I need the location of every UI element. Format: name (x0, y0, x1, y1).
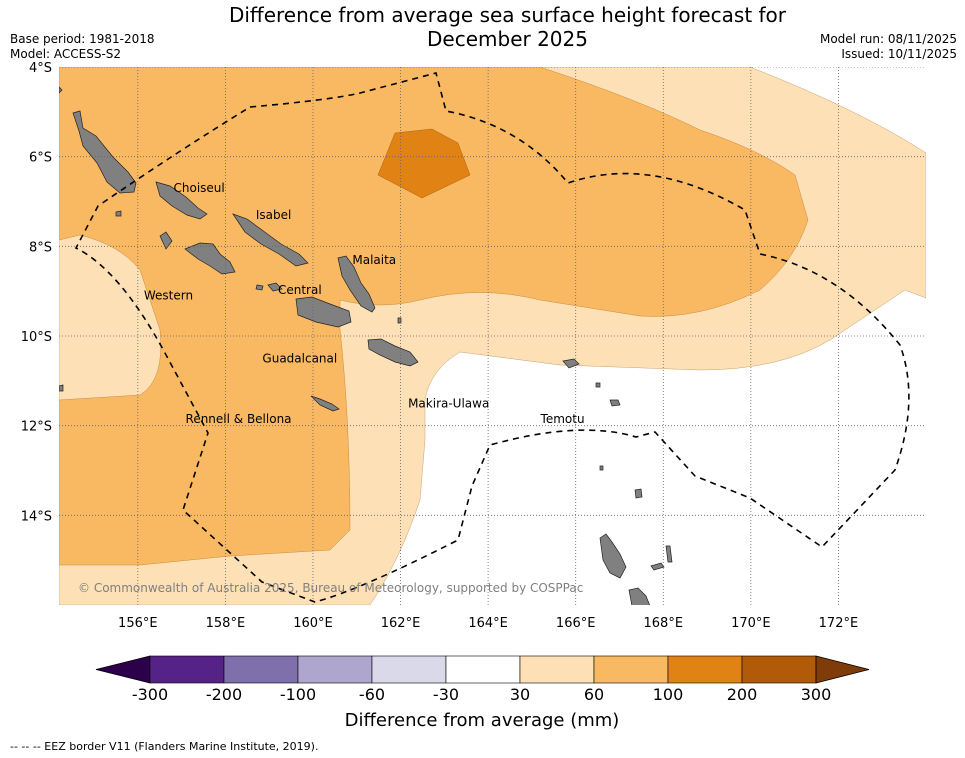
lat-tick-label: 10°S (21, 330, 52, 345)
map-figure: © Commonwealth of Australia 2025, Bureau… (21, 61, 926, 730)
region-labels: Choiseul Isabel Malaita Western Central Guada… (144, 181, 585, 426)
maewo-island (665, 545, 673, 563)
lat-tick-label: 12°S (21, 420, 52, 435)
colorbar-tick-label: 60 (584, 685, 604, 704)
latitude-labels: 4°S 6°S 8°S 10°S 12°S 14°S (21, 61, 52, 524)
eez-border (74, 72, 910, 603)
lon-tick-label: 160°E (293, 616, 333, 631)
colorbar-cell (149, 655, 225, 684)
colorbar-tick-label: -60 (359, 685, 385, 704)
lon-tick-label: 164°E (468, 616, 508, 631)
region-label: Western (144, 289, 193, 303)
colorbar-tick-label: -300 (132, 685, 168, 704)
lat-tick-label: 6°S (29, 151, 52, 166)
lon-tick-label: 166°E (556, 616, 596, 631)
region-label: Guadalcanal (262, 351, 337, 365)
lat-tick-label: 8°S (29, 240, 52, 255)
tikopia-island (595, 382, 601, 388)
map-title: Difference from average sea surface heig… (0, 3, 965, 51)
meta-right: Model run: 08/11/2025 Issued: 10/11/2025 (820, 32, 957, 62)
region-label: Malaita (352, 253, 396, 267)
malakula-island (628, 587, 650, 605)
colorbar-cell (371, 655, 447, 684)
eez-legend-note: -- -- -- EEZ border V11 (Flanders Marine… (10, 740, 319, 753)
model-name: Model: ACCESS-S2 (10, 47, 122, 61)
copyright-notice: © Commonwealth of Australia 2025, Bureau… (78, 581, 583, 595)
colorbar-tick-label: 200 (727, 685, 758, 704)
colorbar-tick-label: 300 (801, 685, 832, 704)
lon-tick-label: 158°E (206, 616, 246, 631)
lon-tick-label: 172°E (819, 616, 859, 631)
title-line-1: Difference from average sea surface heig… (228, 3, 787, 27)
torres-islands (599, 465, 604, 471)
region-label: Rennell & Bellona (186, 412, 292, 426)
florida-islands (267, 282, 283, 292)
map-area: © Commonwealth of Australia 2025, Bureau… (59, 67, 926, 605)
lon-tick-label: 162°E (381, 616, 421, 631)
colorbar-extend-high (815, 655, 870, 684)
model-run: Model run: 08/11/2025 (819, 32, 957, 46)
meta-left: Base period: 1981-2018 Model: ACCESS-S2 (10, 32, 155, 62)
issued-date: Issued: 10/11/2025 (841, 47, 957, 61)
title-line-2: December 2025 (427, 27, 588, 51)
ambae-island (650, 562, 665, 571)
guadalcanal-island (295, 296, 352, 328)
land-masses (59, 86, 673, 605)
colorbar-cell (593, 655, 669, 684)
colorbar-tick-label: -100 (280, 685, 316, 704)
colorbar-cell (297, 655, 373, 684)
colorbar-title: Difference from average (mm) (345, 710, 620, 730)
anomaly-band-100-200 (377, 128, 471, 199)
choiseul-island (155, 181, 208, 220)
colorbar-cell (667, 655, 743, 684)
espiritu-santo-island (599, 533, 627, 579)
region-label: Isabel (256, 208, 291, 222)
region-label: Choiseul (174, 181, 225, 195)
bougainville-island (72, 110, 137, 194)
rennell-island (310, 395, 340, 412)
makira-island (367, 338, 419, 367)
lon-tick-label: 156°E (118, 616, 158, 631)
region-label: Makira-Ulawa (408, 396, 489, 410)
longitude-labels: 156°E 158°E 160°E 162°E 164°E 166°E 168°E 170°E… (118, 616, 858, 631)
shortland-islands (115, 210, 122, 217)
isabel-island (232, 213, 309, 267)
vella-lavella-island (159, 231, 173, 250)
colorbar-ticks: -300 -200 -100 -60 -30 30 60 100 200 300 (132, 685, 831, 704)
lon-tick-label: 170°E (731, 616, 771, 631)
colorbar-cell (223, 655, 299, 684)
colorbar-tick-label: 30 (510, 685, 530, 704)
anomaly-band-60-100 (59, 67, 809, 566)
buka-island (59, 86, 63, 94)
russell-islands (255, 284, 264, 291)
base-period: Base period: 1981-2018 (10, 32, 155, 46)
lon-tick-label: 168°E (644, 616, 684, 631)
colorbar: -300 -200 -100 -60 -30 30 60 100 200 300 Differen… (95, 655, 870, 730)
malaita-island (337, 255, 376, 313)
guadalcanal-south-islet (59, 384, 64, 392)
vanikoro-island (609, 399, 621, 407)
colorbar-cells (149, 655, 817, 684)
colorbar-cell (519, 655, 595, 684)
lat-tick-label: 14°S (21, 509, 52, 524)
colorbar-cell (445, 655, 521, 684)
colorbar-tick-label: 100 (653, 685, 684, 704)
santa-cruz-island (562, 358, 580, 369)
colorbar-tick-label: -30 (433, 685, 459, 704)
colorbar-tick-label: -200 (206, 685, 242, 704)
new-georgia-island (184, 242, 236, 275)
region-label: Temotu (540, 412, 585, 426)
banks-islands (634, 488, 643, 499)
colorbar-extend-low (95, 655, 151, 684)
lat-tick-label: 4°S (29, 61, 52, 76)
colorbar-cell (741, 655, 817, 684)
region-label: Central (278, 283, 322, 297)
